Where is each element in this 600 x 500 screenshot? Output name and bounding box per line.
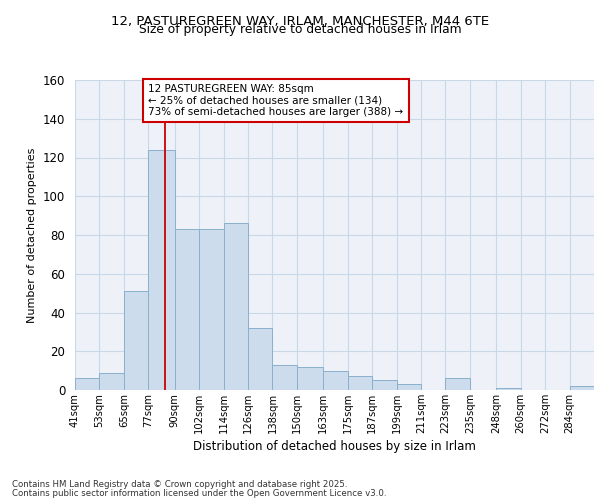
- Text: 12 PASTUREGREEN WAY: 85sqm
← 25% of detached houses are smaller (134)
73% of sem: 12 PASTUREGREEN WAY: 85sqm ← 25% of deta…: [148, 84, 403, 117]
- Bar: [124, 291, 148, 390]
- Bar: [569, 386, 594, 390]
- Bar: [199, 229, 224, 390]
- Bar: [445, 378, 470, 390]
- Y-axis label: Number of detached properties: Number of detached properties: [28, 148, 37, 322]
- Bar: [397, 384, 421, 390]
- Text: Contains HM Land Registry data © Crown copyright and database right 2025.: Contains HM Land Registry data © Crown c…: [12, 480, 347, 489]
- Bar: [496, 388, 521, 390]
- Bar: [272, 365, 297, 390]
- Bar: [75, 378, 100, 390]
- Bar: [175, 229, 199, 390]
- Bar: [224, 224, 248, 390]
- Text: Size of property relative to detached houses in Irlam: Size of property relative to detached ho…: [139, 22, 461, 36]
- Bar: [323, 370, 348, 390]
- Bar: [248, 328, 272, 390]
- Bar: [100, 372, 124, 390]
- Bar: [297, 367, 323, 390]
- Bar: [348, 376, 372, 390]
- Bar: [148, 150, 175, 390]
- Text: 12, PASTUREGREEN WAY, IRLAM, MANCHESTER, M44 6TE: 12, PASTUREGREEN WAY, IRLAM, MANCHESTER,…: [111, 15, 489, 28]
- Text: Contains public sector information licensed under the Open Government Licence v3: Contains public sector information licen…: [12, 488, 386, 498]
- Bar: [372, 380, 397, 390]
- X-axis label: Distribution of detached houses by size in Irlam: Distribution of detached houses by size …: [193, 440, 476, 453]
